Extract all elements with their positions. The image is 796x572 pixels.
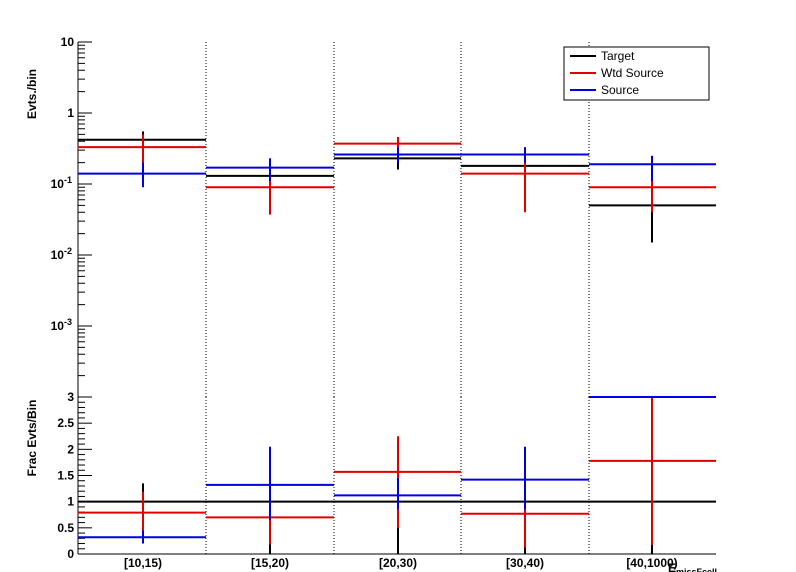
bottom-y-tick-label: 3 [67, 390, 74, 404]
top-y-axis-label: Evts./bin [25, 69, 39, 119]
x-tick-label: [15,20) [251, 556, 289, 570]
top-panel: 10 1 10-1 10-2 10-3 Evts./bin Target Wtd Sou… [25, 35, 716, 398]
bottom-y-tick-label: 1.5 [57, 469, 74, 483]
legend-label-target: Target [601, 49, 635, 63]
x-tick-label: [10,15) [124, 556, 162, 570]
bottom-y-axis-label: Frac Evts/Bin [25, 400, 39, 477]
bottom-y-tick-label: 0 [67, 547, 74, 561]
legend-label-source: Source [601, 83, 639, 97]
bottom-y-tick-label: 2 [67, 442, 74, 456]
top-y-tick-label: 10 [61, 35, 75, 49]
top-y-tick-label: 10-1 [51, 175, 72, 191]
top-y-tick-label: 1 [67, 106, 74, 120]
x-tick-label: [40,1000) [626, 556, 677, 570]
bottom-y-tick-label: 1 [67, 495, 74, 509]
x-axis-label: EmissFcell [668, 561, 717, 572]
x-axis-title: EmissFcell [668, 561, 717, 572]
legend-label-wtd-source: Wtd Source [601, 66, 664, 80]
bottom-y-tick-label: 2.5 [57, 416, 74, 430]
x-tick-label: [20,30) [379, 556, 417, 570]
x-tick-label: [30,40) [506, 556, 544, 570]
bottom-y-tick-label: 0.5 [57, 521, 74, 535]
bottom-panel: 0 0.5 1 1.5 2 2.5 3 [10,15) [15,20) [20,30) [30,40… [25, 390, 717, 572]
top-y-tick-label: 10-3 [51, 317, 72, 333]
top-y-tick-label: 10-2 [51, 246, 72, 262]
legend: Target Wtd Source Source [563, 46, 710, 101]
